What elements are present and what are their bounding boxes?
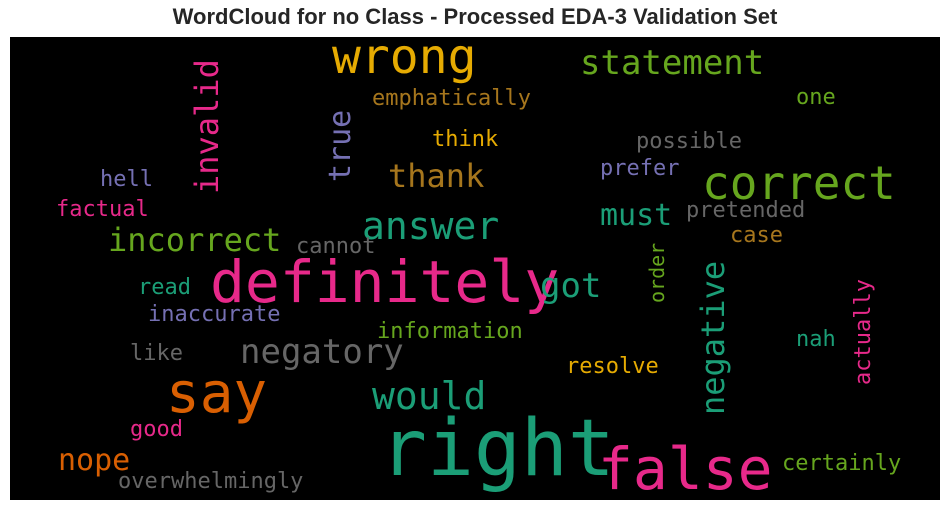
word-case: case [730,223,783,248]
word-like: like [130,341,183,366]
word-negatory: negatory [240,332,404,372]
word-nope: nope [58,443,130,478]
word-one: one [796,85,836,110]
word-thank: thank [388,157,484,195]
word-wrong: wrong [332,37,477,85]
word-say: say [166,361,267,426]
chart-title: WordCloud for no Class - Processed EDA-3… [172,4,778,29]
word-resolve: resolve [566,354,659,379]
word-incorrect: incorrect [108,221,281,259]
word-possible: possible [636,129,742,154]
wordcloud-background [10,37,940,500]
word-negative: negative [694,261,732,415]
word-hell: hell [100,167,153,192]
word-prefer: prefer [600,156,679,181]
word-nah: nah [796,327,836,352]
word-must: must [600,198,672,233]
word-true: true [323,110,358,182]
word-inaccurate: inaccurate [148,302,280,327]
word-certainly: certainly [782,451,901,476]
word-statement: statement [580,43,764,83]
word-read: read [138,275,191,300]
word-cannot: cannot [296,234,375,259]
word-actually: actually [851,279,876,385]
word-good: good [130,417,183,442]
word-answer: answer [362,204,499,248]
word-think: think [432,127,498,152]
word-would: would [372,374,486,418]
word-definitely: definitely [210,248,559,316]
word-right: right [380,404,615,494]
word-got: got [540,266,601,306]
word-information: information [377,319,523,344]
word-invalid: invalid [188,59,226,194]
word-false: false [598,435,773,500]
word-pretended: pretended [686,198,805,223]
word-factual: factual [56,197,149,222]
word-order: order [645,243,669,303]
word-emphatically: emphatically [372,86,531,111]
word-correct: correct [702,156,896,210]
word-overwhelmingly: overwhelmingly [118,469,303,494]
